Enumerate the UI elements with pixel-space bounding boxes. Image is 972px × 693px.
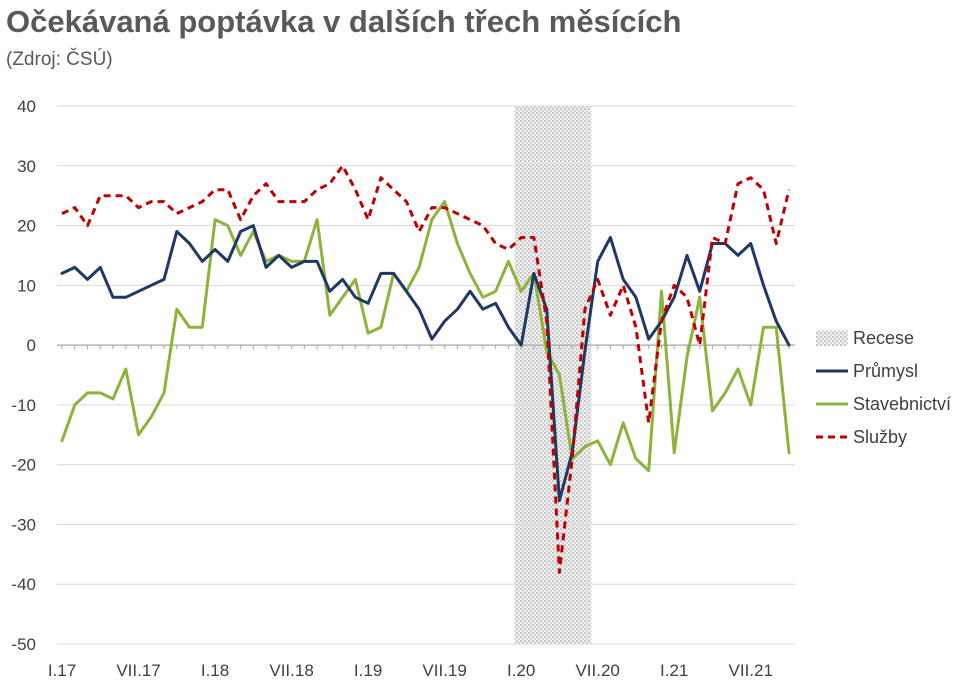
y-tick-label: 30 (17, 157, 36, 176)
y-tick-label: 10 (17, 276, 36, 295)
x-tick-label: I.18 (201, 661, 229, 680)
series-line-stavebnictvi (60, 200, 791, 473)
x-tick-label: I.19 (354, 661, 382, 680)
y-tick-label: -30 (11, 515, 36, 534)
y-tick-label: -20 (11, 456, 36, 475)
x-tick-label: VII.21 (729, 661, 773, 680)
legend-label-prumysl: Průmysl (853, 361, 918, 381)
chart-subtitle: (Zdroj: ČSÚ) (6, 49, 113, 70)
chart-title: Očekávaná poptávka v dalších třech měsíc… (6, 4, 682, 39)
x-tick-label: I.21 (660, 661, 688, 680)
legend-swatch-recese (816, 330, 848, 346)
y-tick-label: 40 (17, 97, 36, 116)
series-line-prumysl (60, 224, 791, 502)
legend-label-sluzby: Služby (853, 427, 907, 447)
y-tick-label: 20 (17, 217, 36, 236)
x-tick-label: VII.17 (116, 661, 160, 680)
y-tick-label: 0 (27, 336, 36, 355)
legend-label-stavebnictvi: Stavebnictví (853, 394, 951, 414)
x-tick-label: I.17 (48, 661, 76, 680)
x-tick-label: VII.19 (422, 661, 466, 680)
legend-label-recese: Recese (853, 328, 914, 348)
x-tick-label: VII.18 (269, 661, 313, 680)
y-tick-label: -40 (11, 575, 36, 594)
x-tick-label: VII.20 (575, 661, 619, 680)
y-tick-label: -50 (11, 635, 36, 654)
x-tick-label: I.20 (507, 661, 535, 680)
y-tick-label: -10 (11, 396, 36, 415)
recession-band (514, 106, 592, 644)
series-line-sluzby (61, 164, 791, 574)
